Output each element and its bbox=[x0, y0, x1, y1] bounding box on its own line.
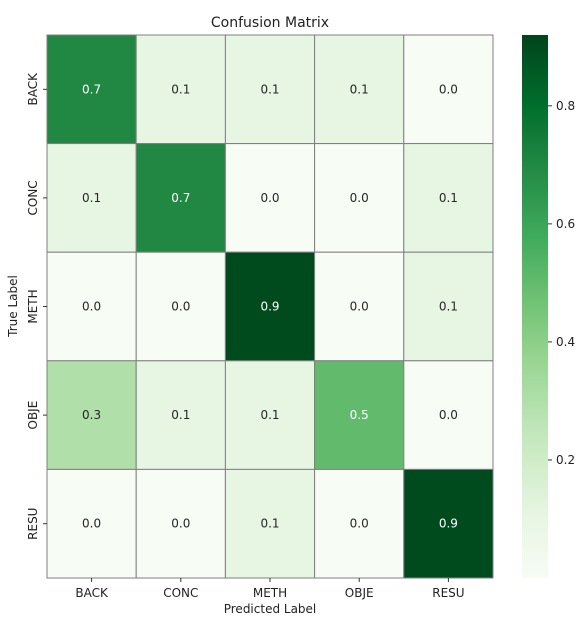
cell-value-label: 0.3 bbox=[82, 408, 101, 422]
colorbar bbox=[522, 35, 548, 578]
heatmap-cell bbox=[314, 360, 405, 470]
x-tick-label: OBJE bbox=[345, 586, 374, 600]
cell-value-label: 0.1 bbox=[350, 82, 369, 96]
y-axis-ticks: BACK CONC METH OBJE RESU bbox=[26, 72, 47, 540]
heatmap-cell bbox=[46, 468, 137, 579]
cell-value-label: 0.9 bbox=[439, 517, 458, 531]
cell-value-label: 0.7 bbox=[82, 82, 101, 96]
cell-value-label: 0.1 bbox=[171, 82, 190, 96]
heatmap-cell-labels: 0.7 0.1 0.1 0.1 0.0 0.1 0.7 0.0 0.0 0.1 0.0 0.0 0.9 0… bbox=[82, 82, 458, 530]
cell-value-label: 0.1 bbox=[260, 517, 279, 531]
cell-value-label: 0.0 bbox=[350, 300, 369, 314]
heatmap-cell bbox=[135, 251, 226, 362]
heatmap-cell bbox=[224, 143, 316, 253]
heatmap-cell bbox=[403, 468, 494, 579]
cell-value-label: 0.1 bbox=[171, 408, 190, 422]
colorbar-ticks: 0.2 0.4 0.6 0.8 bbox=[548, 99, 575, 467]
y-tick-label: CONC bbox=[26, 180, 40, 215]
colorbar-tick-label: 0.6 bbox=[556, 217, 575, 231]
y-tick-label: RESU bbox=[26, 508, 40, 540]
cell-value-label: 0.0 bbox=[439, 408, 458, 422]
cell-value-label: 0.0 bbox=[82, 517, 101, 531]
cell-value-label: 0.7 bbox=[171, 191, 190, 205]
y-tick-label: METH bbox=[26, 289, 40, 323]
cell-value-label: 0.1 bbox=[439, 300, 458, 314]
heatmap-cell bbox=[224, 34, 316, 145]
heatmap-cell bbox=[135, 468, 226, 579]
cell-value-label: 0.0 bbox=[350, 191, 369, 205]
cell-value-label: 0.0 bbox=[439, 82, 458, 96]
heatmap-cell bbox=[224, 360, 316, 470]
colorbar-tick-label: 0.2 bbox=[556, 453, 575, 467]
x-tick-label: CONC bbox=[163, 586, 198, 600]
cell-value-label: 0.1 bbox=[439, 191, 458, 205]
heatmap-cell bbox=[403, 143, 494, 253]
x-tick-label: BACK bbox=[75, 586, 109, 600]
cell-value-label: 0.1 bbox=[82, 191, 101, 205]
heatmap-cell bbox=[403, 360, 494, 470]
cell-value-label: 0.0 bbox=[171, 300, 190, 314]
heatmap-cell bbox=[224, 251, 316, 362]
cell-value-label: 0.1 bbox=[260, 82, 279, 96]
heatmap-cell bbox=[224, 468, 316, 579]
cell-value-label: 0.0 bbox=[350, 517, 369, 531]
heatmap-cells bbox=[46, 34, 494, 579]
cell-value-label: 0.1 bbox=[260, 408, 279, 422]
colorbar-tick-label: 0.4 bbox=[556, 335, 575, 349]
cell-value-label: 0.5 bbox=[350, 408, 369, 422]
chart-title: Confusion Matrix bbox=[211, 15, 329, 31]
x-axis-label: Predicted Label bbox=[224, 602, 317, 616]
x-axis-ticks: BACK CONC METH OBJE RESU bbox=[75, 578, 465, 600]
heatmap-cell bbox=[46, 143, 137, 253]
heatmap-cell bbox=[135, 34, 226, 145]
x-tick-label: METH bbox=[253, 586, 287, 600]
heatmap-cell bbox=[403, 251, 494, 362]
y-tick-label: OBJE bbox=[26, 401, 40, 430]
x-tick-label: RESU bbox=[432, 586, 464, 600]
heatmap-cell bbox=[135, 360, 226, 470]
heatmap-cell bbox=[314, 251, 405, 362]
cell-value-label: 0.0 bbox=[260, 191, 279, 205]
cell-value-label: 0.0 bbox=[171, 517, 190, 531]
cell-value-label: 0.0 bbox=[82, 300, 101, 314]
cell-value-label: 0.9 bbox=[260, 300, 279, 314]
y-axis-label: True Label bbox=[6, 275, 20, 338]
heatmap-cell bbox=[46, 34, 137, 145]
y-tick-label: BACK bbox=[26, 72, 40, 106]
heatmap-cell bbox=[314, 34, 405, 145]
heatmap-cell bbox=[403, 34, 494, 145]
colorbar-tick-label: 0.8 bbox=[556, 99, 575, 113]
